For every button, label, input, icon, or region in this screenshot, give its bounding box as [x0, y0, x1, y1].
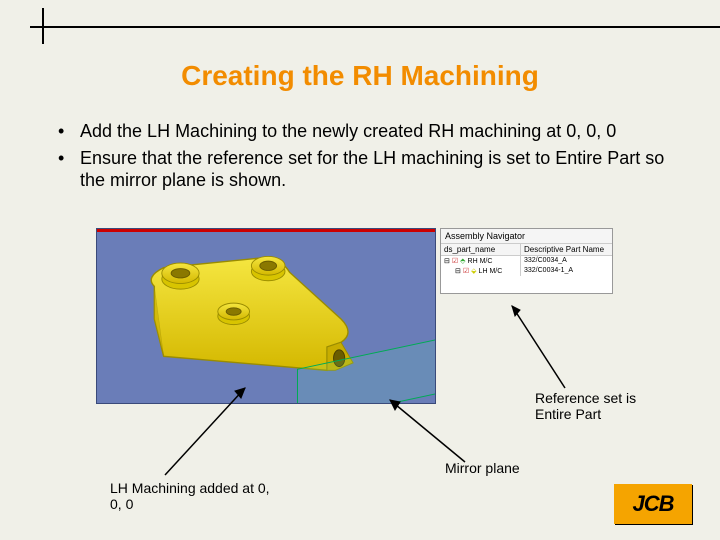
jcb-logo: JCB: [614, 484, 692, 524]
checkbox-icon: ☑: [452, 257, 458, 265]
callout-lh-added: LH Machining added at 0, 0, 0: [110, 480, 270, 512]
bullet-text: Add the LH Machining to the newly create…: [80, 120, 616, 143]
part-icon: ⬙: [471, 267, 476, 275]
navigator-row: ⊟ ☑ ⬘ RH M/C 332/C0034_A: [441, 256, 612, 266]
arrow-to-lh-part: [155, 380, 265, 480]
navigator-header-row: ds_part_name Descriptive Part Name: [441, 244, 612, 256]
bullet-marker: •: [58, 147, 80, 192]
tree-expand-icon: ⊟: [444, 257, 450, 265]
navigator-row: ⊟ ☑ ⬙ LH M/C 332/C0034-1_A: [441, 266, 612, 276]
arrow-to-mirror-plane: [380, 392, 480, 467]
row-name: RH M/C: [468, 258, 493, 265]
row-desc: 332/C0034-1_A: [521, 266, 612, 276]
assembly-icon: ⬘: [460, 257, 465, 265]
row-name: LH M/C: [479, 268, 503, 275]
bullet-item: • Add the LH Machining to the newly crea…: [58, 120, 670, 143]
assembly-navigator-panel: Assembly Navigator ds_part_name Descript…: [440, 228, 613, 294]
tree-expand-icon: ⊟: [455, 267, 461, 275]
row-desc: 332/C0034_A: [521, 256, 612, 266]
viewport-red-accent: [97, 229, 435, 232]
navigator-column-header: ds_part_name: [441, 244, 521, 255]
header-rule-vertical: [42, 8, 44, 44]
arrow-to-navigator: [500, 298, 590, 393]
checkbox-icon: ☑: [463, 267, 469, 275]
navigator-title: Assembly Navigator: [441, 229, 612, 244]
bullet-item: • Ensure that the reference set for the …: [58, 147, 670, 192]
slide-title: Creating the RH Machining: [0, 60, 720, 92]
cad-viewport: [96, 228, 436, 404]
bullet-marker: •: [58, 120, 80, 143]
logo-text: JCB: [632, 491, 673, 517]
callout-reference-set: Reference set is Entire Part: [535, 390, 655, 422]
bullet-text: Ensure that the reference set for the LH…: [80, 147, 670, 192]
header-rule-horizontal: [30, 26, 720, 28]
navigator-column-header: Descriptive Part Name: [521, 244, 612, 255]
bullet-list: • Add the LH Machining to the newly crea…: [58, 120, 670, 196]
